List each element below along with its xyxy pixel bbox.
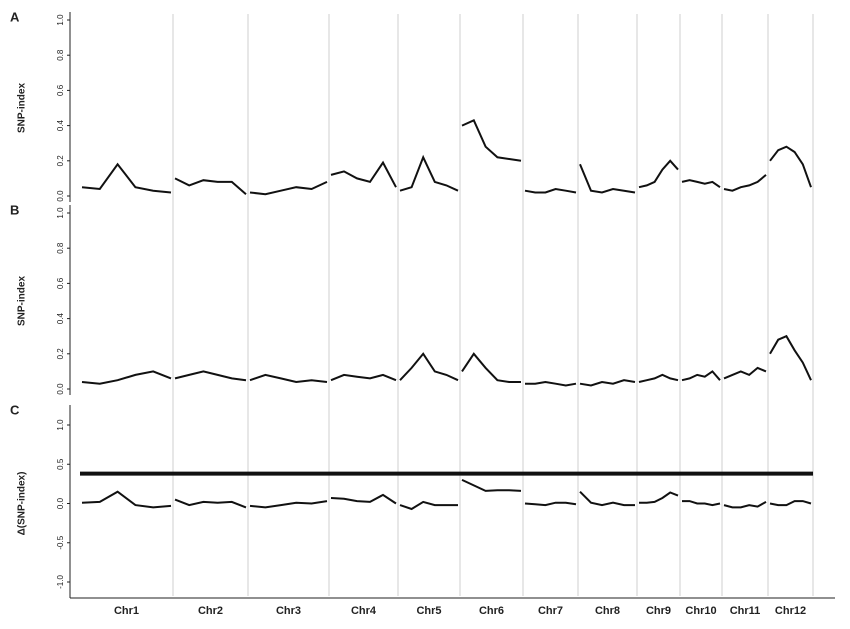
y-tick-label: 1.0 [56, 14, 65, 26]
snp-trace [249, 180, 328, 196]
y-tick-label: 0.2 [56, 348, 65, 360]
y-tick-label: 0.0 [56, 383, 65, 395]
x-tick-label: Chr4 [351, 605, 377, 617]
y-tick-label: -1.0 [56, 575, 65, 589]
y-tick-label: 1.0 [56, 419, 65, 431]
snp-trace [525, 380, 577, 387]
x-tick-label: Chr12 [775, 605, 806, 617]
panel-label: B [10, 202, 19, 217]
snp-trace [579, 490, 635, 507]
snp-trace [174, 177, 247, 195]
y-tick-label: 0.6 [56, 277, 65, 289]
snp-trace [81, 162, 172, 194]
snp-trace [639, 491, 679, 504]
snp-trace [579, 379, 636, 387]
snp-trace [723, 501, 767, 509]
snp-trace [681, 179, 721, 189]
y-axis-label: SNP-index [17, 276, 28, 326]
snp-trace [249, 373, 328, 384]
y-tick-label: 0.4 [56, 312, 65, 324]
snp-trace [174, 498, 247, 509]
x-tick-label: Chr5 [416, 605, 441, 617]
snp-trace [330, 160, 397, 188]
snp-trace [174, 370, 247, 382]
y-tick-label: 0.8 [56, 242, 65, 254]
y-tick-label: 0.0 [56, 497, 65, 509]
snp-trace [81, 490, 172, 509]
snp-trace [682, 500, 721, 507]
y-tick-label: 1.0 [56, 207, 65, 219]
snp-trace [249, 500, 328, 509]
x-tick-label: Chr1 [114, 605, 139, 617]
snp-trace [461, 118, 522, 162]
y-tick-label: 0.2 [56, 155, 65, 167]
panel-label: C [10, 402, 20, 417]
x-tick-label: Chr2 [198, 605, 223, 617]
x-tick-label: Chr3 [276, 605, 301, 617]
snp-trace [769, 334, 812, 381]
snp-trace [769, 500, 812, 507]
y-tick-label: 0.8 [56, 49, 65, 61]
y-axis-label: SNP-index [17, 83, 28, 133]
y-tick-label: 0.4 [56, 119, 65, 131]
snp-trace [399, 500, 458, 511]
snp-trace [461, 352, 521, 383]
snp-trace [769, 145, 812, 188]
snp-trace [579, 163, 636, 194]
y-tick-label: 0.6 [56, 84, 65, 96]
snp-trace [461, 478, 522, 492]
x-tick-label: Chr6 [479, 605, 504, 617]
y-axis-label: Δ(SNP-index) [17, 472, 28, 536]
snp-trace [638, 373, 679, 383]
x-tick-label: Chr10 [685, 605, 716, 617]
snp-trace [638, 159, 679, 189]
snp-trace [399, 154, 459, 192]
y-tick-label: 0.0 [56, 190, 65, 202]
snp-trace [524, 501, 577, 507]
x-tick-label: Chr11 [730, 605, 761, 617]
snp-trace [723, 174, 767, 192]
snp-trace [723, 366, 767, 380]
x-tick-label: Chr9 [646, 605, 671, 617]
snp-trace [330, 373, 397, 382]
x-tick-label: Chr8 [595, 605, 620, 617]
y-tick-label: 0.5 [56, 458, 65, 470]
panel-label: A [10, 9, 20, 24]
snp-trace [330, 493, 397, 505]
snp-trace [81, 370, 172, 385]
snp-trace [399, 352, 459, 382]
x-tick-label: Chr7 [538, 605, 563, 617]
snp-trace [681, 370, 721, 382]
snp-trace [524, 187, 577, 194]
y-tick-label: -0.5 [56, 535, 65, 549]
